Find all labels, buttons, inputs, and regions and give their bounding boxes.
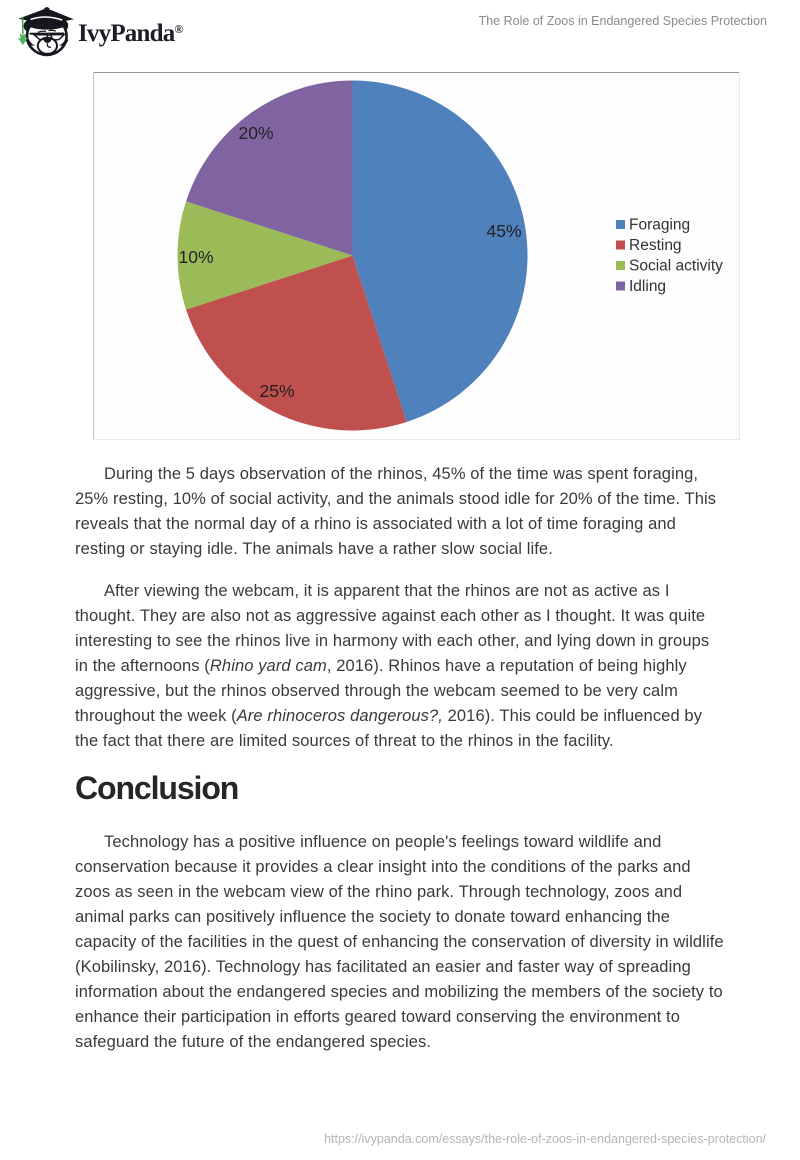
svg-text:45%: 45% — [486, 221, 521, 241]
svg-text:Idling: Idling — [629, 278, 666, 295]
svg-text:20%: 20% — [238, 123, 273, 143]
svg-text:10%: 10% — [178, 247, 213, 267]
svg-text:Resting: Resting — [629, 237, 682, 254]
svg-text:Foraging: Foraging — [629, 217, 690, 234]
svg-text:25%: 25% — [259, 381, 294, 401]
svg-text:Social activity: Social activity — [629, 258, 723, 275]
